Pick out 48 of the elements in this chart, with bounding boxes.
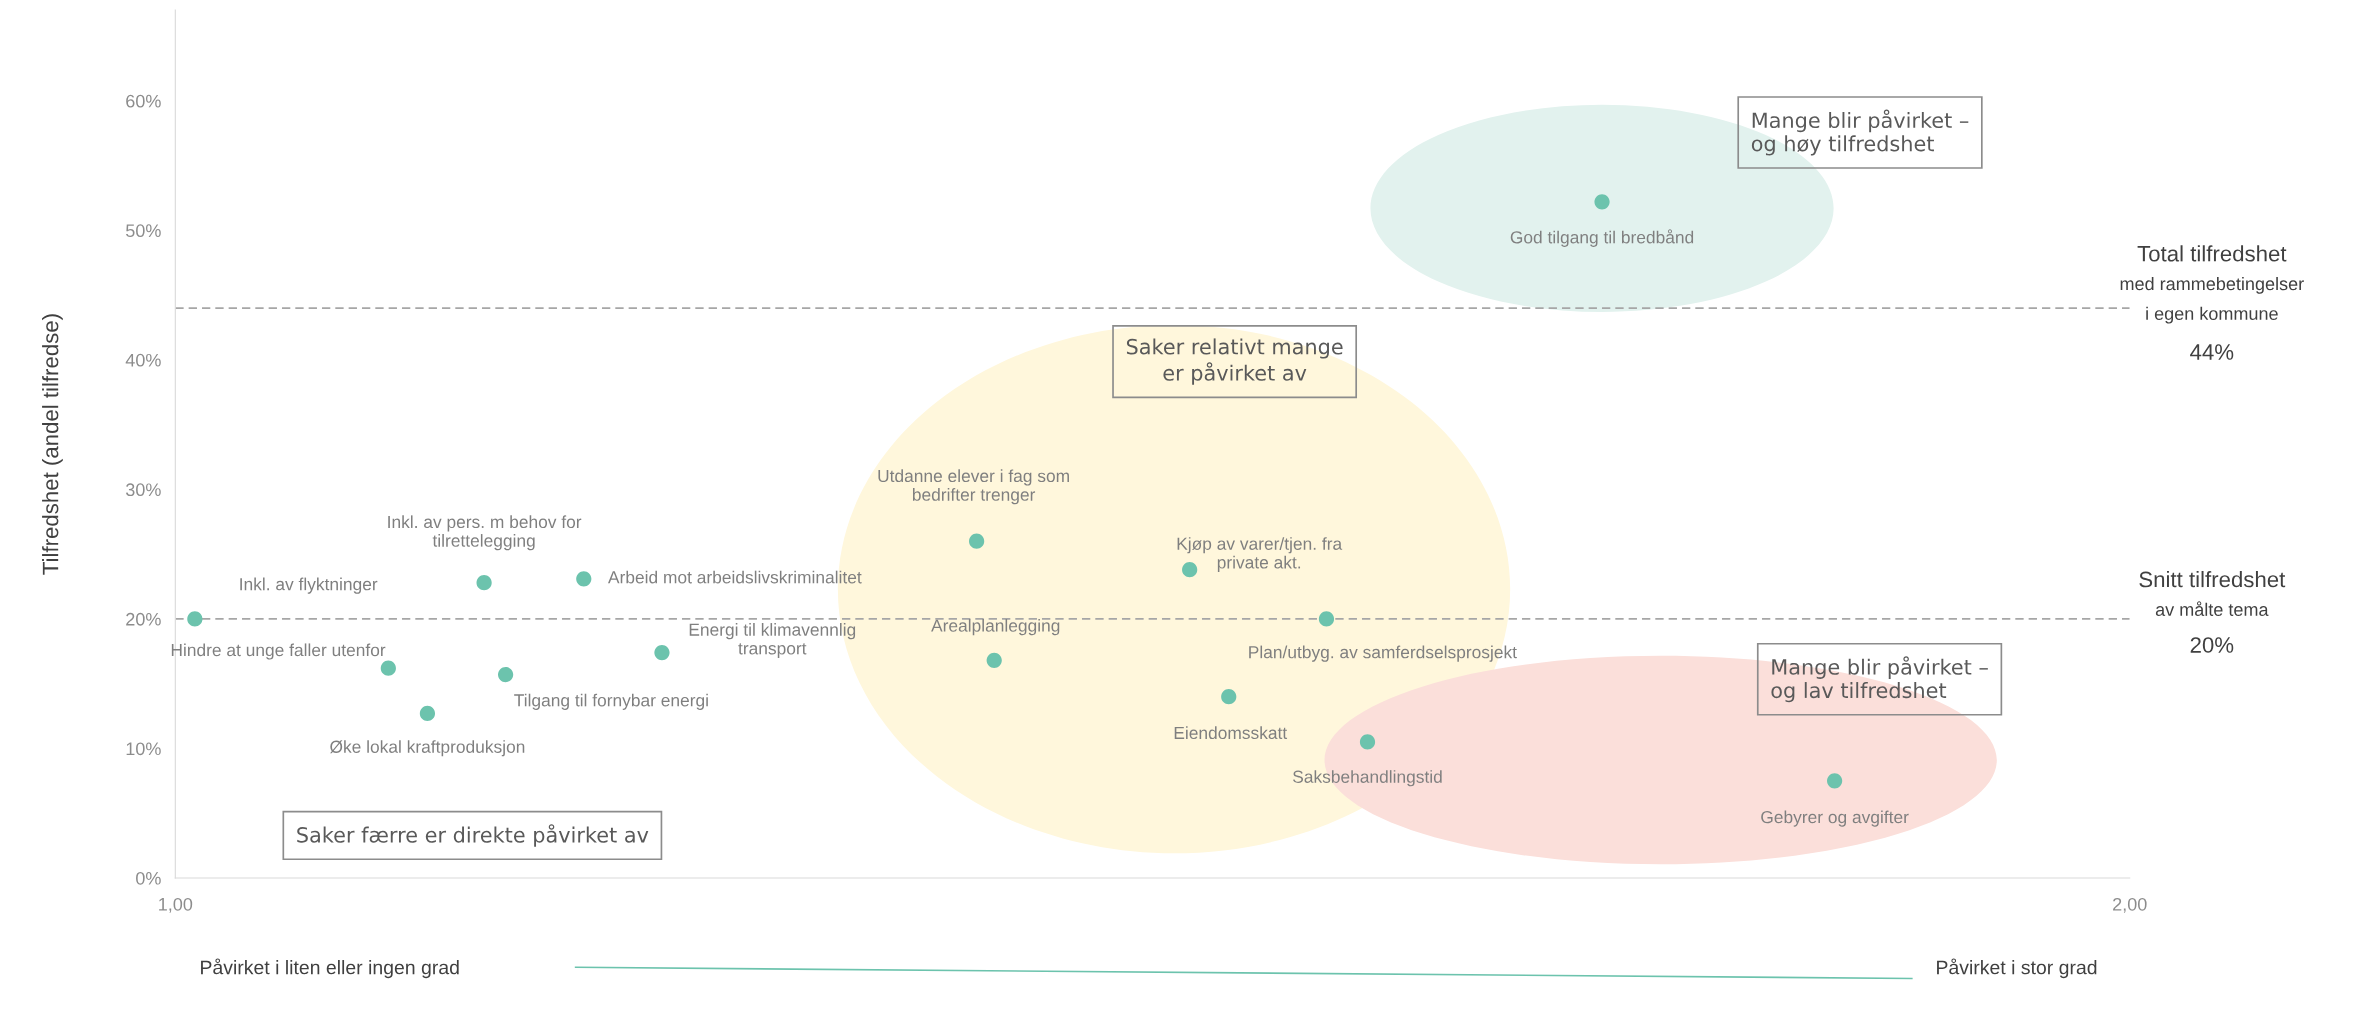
annotation: Utdanne elever i fag som bedrifter trenger <box>878 469 1069 505</box>
point <box>986 652 1002 668</box>
annotation: Inkl. av pers. m behov for tilrettelegging <box>388 515 582 551</box>
y-tick-label: 30% <box>125 483 161 497</box>
y-tick-label: 40% <box>125 353 161 367</box>
annotation: Arbeid mot arbeidslivskriminalitet <box>607 570 862 584</box>
annotation: Saker færre er direkte påvirket av <box>297 824 649 847</box>
annotation: Mange blir påvirket – og lav tilfredshet <box>1771 656 1988 703</box>
point <box>476 575 492 591</box>
y-tick-label: 0% <box>136 871 161 885</box>
y-tick-label: 20% <box>126 612 161 626</box>
ref-line-label: Total tilfredshet med rammebetingelser i egen kommune 44% <box>2120 245 2304 360</box>
annotation: Kjøp av varer/tjen. fra private akt. <box>1177 537 1343 573</box>
y-tick-label: 60% <box>126 94 161 108</box>
annotation: Energi til klimavennlig transport <box>689 623 856 658</box>
point <box>1359 734 1376 750</box>
point <box>498 667 514 683</box>
annotation: Eiendomsskatt <box>1174 726 1288 740</box>
point <box>1221 689 1237 705</box>
y-axis-title: Tilfredshet (andel tilfredse) <box>42 314 63 575</box>
point <box>1594 194 1610 210</box>
x-tick-label: 2,00 <box>2113 897 2147 913</box>
annotation: Arealplanlegging <box>931 619 1060 636</box>
annotation: Tilgang til fornybar energi <box>514 693 708 710</box>
point <box>1182 562 1198 578</box>
point <box>654 644 670 661</box>
x-tick-label: 1,00 <box>159 897 193 913</box>
point <box>1318 611 1335 627</box>
point <box>1827 773 1843 789</box>
annotation: Saksbehandlingstid <box>1293 770 1442 787</box>
point <box>419 705 436 722</box>
point <box>187 611 203 627</box>
y-tick-label: 50% <box>126 224 161 238</box>
annotation: Plan/utbyg. av samferdselsprosjekt <box>1249 645 1517 662</box>
point <box>380 660 396 676</box>
annotation: Hindre at unge faller utenfor <box>171 643 386 660</box>
point <box>576 571 592 587</box>
annotation: Øke lokal kraftproduksjon <box>330 740 525 757</box>
annotation: God tilgang til bredbånd <box>1510 229 1694 247</box>
annotation: Saker relativt mange er påvirket av <box>1126 338 1343 385</box>
ref-line-label: Snitt tilfredshet av målte tema 20% <box>2139 571 2286 653</box>
text: Påvirket i liten eller ingen grad <box>201 958 459 979</box>
text: Påvirket i stor grad <box>1937 958 2097 979</box>
annotation: Gebyrer og avgifter <box>1761 810 1909 827</box>
point <box>969 533 985 549</box>
y-tick-label: 10% <box>126 742 161 756</box>
annotation: Mange blir påvirket – og høy tilfredshet <box>1751 109 1969 156</box>
annotation: Inkl. av flyktninger <box>240 577 378 594</box>
